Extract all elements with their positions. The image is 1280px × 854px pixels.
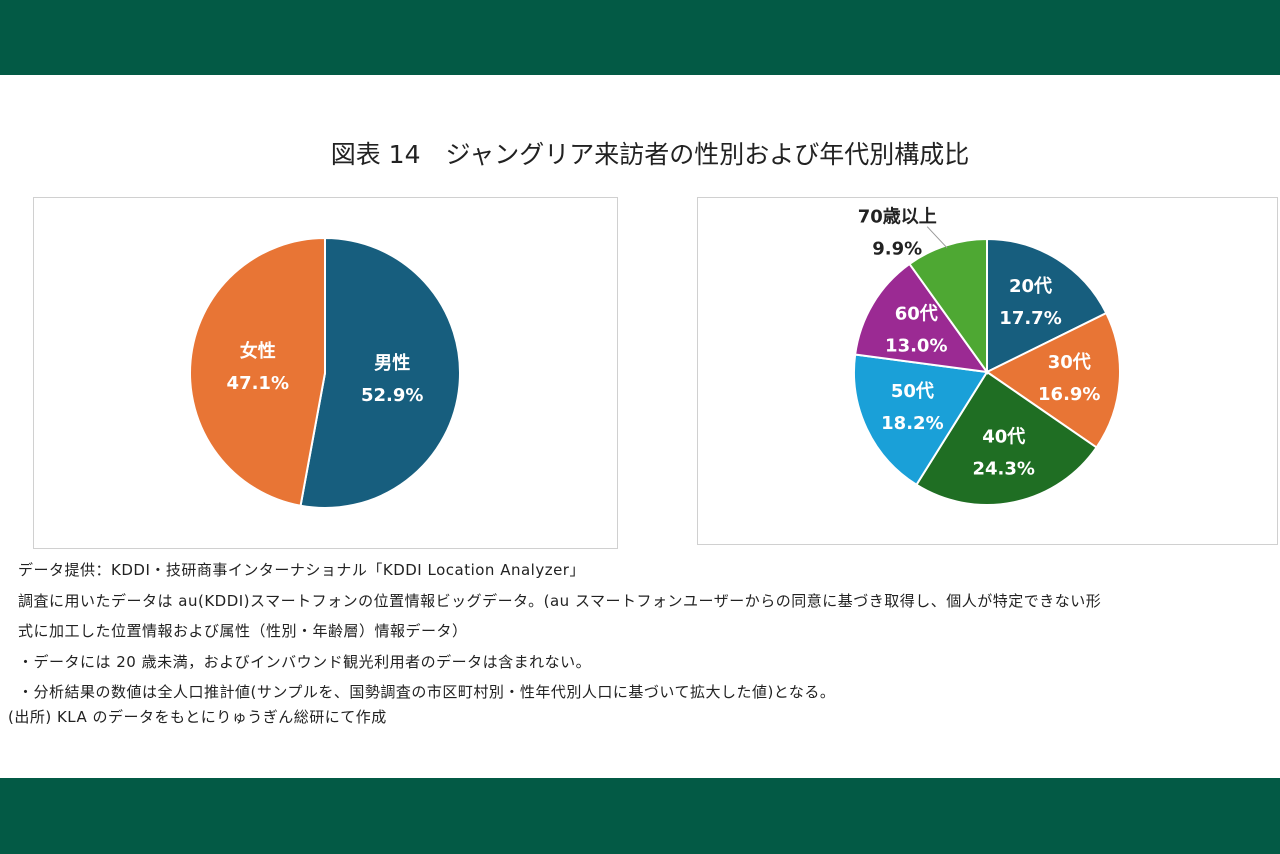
slice-label: 女性 [240,340,276,362]
slice-value-label: 17.7% [999,308,1061,329]
note-line: データ提供：KDDI・技研商事インターナショナル「KDDI Location A… [18,561,585,579]
pie-slice [915,370,1098,506]
pie-slice [908,237,988,376]
slice-value-label: 52.9% [361,385,423,406]
slice-label: 70歳以上 [858,207,937,228]
slice-value-label: 16.9% [1038,384,1100,405]
leader-line [926,226,948,249]
note-line: 式に加工した位置情報および属性（性別・年齢層）情報データ） [18,622,468,640]
chart-title: 図表 14 ジャングリア来訪者の性別および年代別構成比 [331,140,970,169]
pie-slice [986,237,1108,374]
pie-slice [854,262,990,374]
pie-slice [189,236,326,507]
note-line: ・データには 20 歳未満，およびインバウンド観光利用者のデータは含まれない。 [18,653,592,671]
slice-label: 60代 [895,304,938,325]
slice-label: 30代 [1048,352,1091,373]
note-line: 調査に用いたデータは au(KDDI)スマートフォンの位置情報ビッグデータ。(a… [18,592,1102,610]
slice-label: 50代 [891,381,934,402]
note-line: ・分析結果の数値は全人口推計値(サンプルを、国勢調査の市区町村別・性年代別人口に… [18,683,836,701]
slice-value-label: 13.0% [885,336,947,357]
slice-value-label: 24.3% [972,459,1034,480]
header-band [0,0,1280,75]
slice-label: 男性 [374,352,410,374]
pie-slice [985,311,1121,449]
slice-value-label: 18.2% [881,413,943,434]
slice-value-label: 9.9% [872,239,922,260]
pie-slice [853,353,989,487]
slice-label: 40代 [982,427,1025,448]
slice-value-label: 47.1% [227,373,289,394]
slice-label: 20代 [1009,276,1052,297]
note-line: (出所) KLA のデータをもとにりゅうぎん総研にて作成 [8,708,387,726]
footer-band [0,778,1280,854]
pie-slice [299,236,461,509]
